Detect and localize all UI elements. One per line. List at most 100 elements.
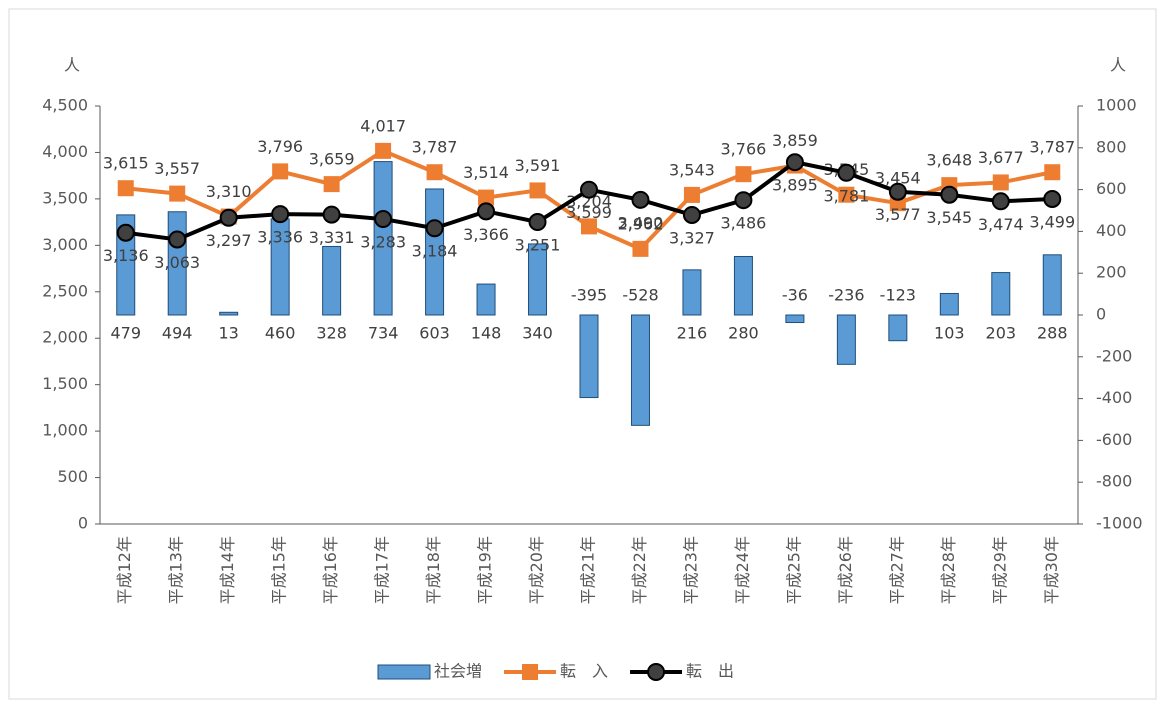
x-tick-label: 平成23年	[681, 536, 700, 604]
data-label: 3,577	[875, 205, 921, 224]
data-label: 3,677	[978, 148, 1024, 167]
marker	[322, 205, 341, 224]
y-tick-label: 500	[57, 467, 88, 486]
data-label: 3,336	[257, 228, 303, 247]
y-unit: 人	[64, 56, 80, 75]
marker	[683, 186, 700, 203]
legend-label: 社会増	[434, 662, 482, 681]
marker	[991, 192, 1010, 211]
bar	[1042, 254, 1062, 316]
marker	[734, 191, 753, 210]
data-label: 3,454	[875, 169, 921, 188]
x-tick-label: 平成28年	[939, 536, 958, 604]
marker	[529, 182, 546, 199]
data-label: 3,781	[823, 186, 869, 205]
x-tick-label: 平成18年	[424, 536, 443, 604]
x-tick-label: 平成25年	[784, 536, 803, 604]
data-label: 479	[110, 324, 141, 343]
y2-unit: 人	[1110, 56, 1126, 75]
marker	[219, 208, 238, 227]
bar	[991, 272, 1011, 316]
marker	[581, 218, 597, 235]
data-label: 3,486	[721, 214, 767, 233]
marker	[580, 180, 598, 199]
marker	[735, 166, 752, 183]
data-label: 280	[728, 324, 759, 343]
legend-swatch	[377, 664, 431, 680]
data-label: 3,591	[515, 156, 561, 175]
data-label: 3,648	[926, 151, 972, 170]
marker	[374, 210, 393, 229]
y-tick-label: 2,500	[42, 281, 88, 300]
marker	[271, 205, 290, 224]
y-tick-label: 1,000	[42, 421, 88, 440]
marker	[631, 190, 650, 209]
x-tick-label: 平成30年	[1042, 536, 1061, 604]
data-label: 3,659	[309, 150, 355, 169]
data-label: 3,787	[412, 138, 458, 157]
x-tick-label: 平成26年	[836, 536, 855, 604]
data-label: 3,499	[1029, 212, 1075, 231]
y2-tick-label: -400	[1096, 388, 1132, 407]
data-label: -123	[880, 286, 916, 305]
data-label: 288	[1037, 324, 1068, 343]
data-label: -528	[622, 286, 658, 305]
y2-tick-label: -800	[1096, 472, 1132, 491]
data-label: -236	[828, 286, 864, 305]
marker	[1044, 164, 1061, 181]
marker	[478, 189, 495, 206]
data-label: 3,599	[566, 203, 612, 222]
data-label: 3,327	[669, 228, 715, 247]
data-label: 203	[986, 324, 1017, 343]
marker	[940, 185, 959, 204]
data-label: 4,017	[360, 116, 406, 135]
bar	[682, 269, 702, 316]
y2-tick-label: 600	[1096, 179, 1127, 198]
bar	[373, 161, 393, 316]
data-label: 3,310	[206, 182, 252, 201]
data-label: 13	[219, 324, 239, 343]
marker	[117, 180, 134, 197]
bar	[888, 314, 908, 342]
data-label: 328	[316, 324, 347, 343]
y-tick-label: 4,000	[42, 142, 88, 161]
data-label: 103	[934, 324, 965, 343]
y2-tick-label: 800	[1096, 137, 1127, 156]
data-label: 3,543	[669, 160, 715, 179]
data-label: 3,514	[463, 163, 509, 182]
x-tick-label: 平成21年	[579, 536, 598, 604]
data-label: 3,557	[154, 159, 200, 178]
y-tick-label: 3,500	[42, 188, 88, 207]
legend-marker	[522, 664, 539, 680]
bar	[939, 292, 959, 316]
x-tick-label: 平成15年	[270, 536, 289, 604]
bar	[219, 311, 239, 316]
x-tick-label: 平成13年	[167, 536, 186, 604]
data-label: 3,766	[721, 140, 767, 159]
legend-marker	[647, 663, 666, 681]
y2-tick-label: -200	[1096, 346, 1132, 365]
data-label: 3,787	[1029, 138, 1075, 157]
marker	[169, 185, 186, 202]
marker	[375, 142, 392, 159]
data-label: 2,962	[618, 214, 664, 233]
y-tick-label: 3,000	[42, 235, 88, 254]
x-tick-label: 平成22年	[630, 536, 649, 604]
y-tick-label: 2,000	[42, 328, 88, 347]
marker	[837, 163, 856, 182]
y2-tick-label: 0	[1096, 305, 1106, 324]
data-label: 148	[471, 324, 502, 343]
y-tick-label: 0	[78, 514, 88, 533]
x-tick-label: 平成19年	[476, 536, 495, 604]
data-label: 3,184	[412, 242, 458, 261]
data-label: 3,859	[772, 131, 818, 150]
marker	[838, 186, 855, 203]
x-tick-label: 平成20年	[527, 536, 546, 604]
data-label: 3,136	[103, 246, 149, 265]
y2-tick-label: 1000	[1096, 96, 1137, 115]
x-tick-label: 平成16年	[321, 536, 340, 604]
y2-tick-label: 400	[1096, 221, 1127, 240]
x-tick-label: 平成29年	[990, 536, 1009, 604]
bar	[785, 314, 805, 324]
